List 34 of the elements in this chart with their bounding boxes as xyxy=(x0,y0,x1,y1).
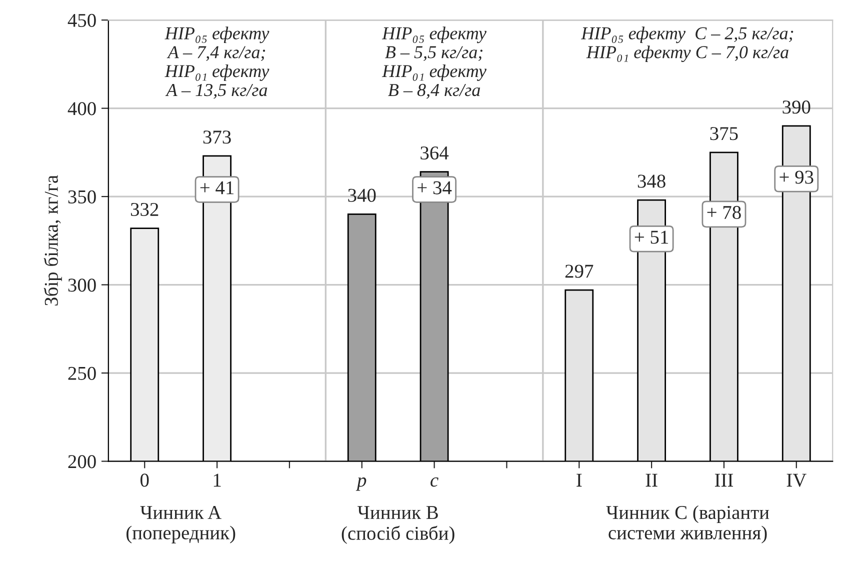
text: Чинник C (варіанти системи живлення) xyxy=(606,505,770,544)
x-tick-label: IV xyxy=(786,474,806,487)
data-label: 340 xyxy=(348,188,376,202)
annotation: + 93 xyxy=(780,170,814,184)
x-tick-label: p xyxy=(356,477,366,491)
data-label: 297 xyxy=(565,264,594,278)
text: Чинник B (спосіб сівби) xyxy=(342,506,454,544)
annotation: + 78 xyxy=(707,206,741,220)
y-tick-label: 300 xyxy=(68,278,96,292)
y-axis-title: Збір білка, кг/га xyxy=(44,175,62,306)
y-tick-label: 400 xyxy=(68,102,96,116)
data-label: 390 xyxy=(782,100,810,114)
data-label: 348 xyxy=(638,174,666,188)
annotation: HIP₀₅ ефекту A – 7,4 кг/га; HIP₀₁ ефекту A – 13,5 кг/га xyxy=(164,26,270,99)
data-label: 373 xyxy=(203,130,231,144)
y-tick-label: 250 xyxy=(68,366,96,380)
y-tick-label: 350 xyxy=(68,190,96,204)
annotation: + 51 xyxy=(634,230,668,244)
x-tick-label: 0 xyxy=(140,474,149,487)
data-label: 332 xyxy=(130,202,158,216)
data-label: 364 xyxy=(420,146,449,160)
x-tick-label: c xyxy=(430,477,438,487)
x-tick-label: I xyxy=(576,474,582,487)
y-tick-label: 450 xyxy=(68,14,96,27)
annotation: + 41 xyxy=(200,181,234,194)
x-tick-label: III xyxy=(714,474,734,487)
data-label: 375 xyxy=(710,127,738,140)
text: Чинник A (попередник) xyxy=(126,506,236,544)
annotation: HIP₀₅ ефекту C – 2,5 кг/га; HIP₀₁ ефекту C – 7,0 кг/га xyxy=(580,26,794,62)
annotation: + 34 xyxy=(418,181,452,194)
annotation: HIP₀₅ ефекту B – 5,5 кг/га; HIP₀₁ ефекту B – 8,4 кг/га xyxy=(382,26,486,99)
x-tick-label: 1 xyxy=(214,474,221,487)
x-tick-label: II xyxy=(646,474,658,487)
y-tick-label: 200 xyxy=(68,455,96,468)
